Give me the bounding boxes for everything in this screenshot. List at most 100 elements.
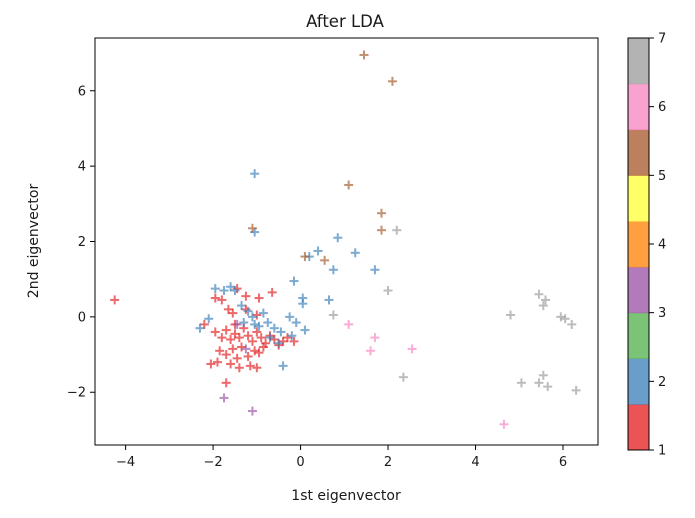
data-point-class-1 xyxy=(258,342,268,352)
data-point-class-7 xyxy=(328,310,338,320)
data-point-class-5 xyxy=(359,50,369,60)
colorbar-segment xyxy=(628,129,649,176)
data-point-class-1 xyxy=(252,310,262,320)
data-point-class-1 xyxy=(282,333,292,343)
data-point-class-2 xyxy=(204,314,214,324)
data-point-class-1 xyxy=(254,348,264,358)
data-point-class-1 xyxy=(228,308,238,318)
data-point-class-2 xyxy=(324,295,334,305)
data-point-class-1 xyxy=(245,361,255,371)
data-point-class-2 xyxy=(250,169,260,179)
data-point-class-2 xyxy=(237,301,247,311)
y-tick-label: 0 xyxy=(78,310,86,325)
data-point-class-2 xyxy=(230,285,240,295)
colorbar-segment xyxy=(628,266,649,314)
data-point-class-3 xyxy=(219,393,229,403)
colorbar-segment xyxy=(628,404,649,451)
y-axis: −2 0 2 4 6 xyxy=(67,84,95,401)
colorbar-segment xyxy=(628,83,649,131)
data-point-class-1 xyxy=(267,287,277,297)
plot-area: −4 −2 0 2 4 6 −2 0 2 4 6 xyxy=(67,37,599,470)
colorbar: 1 2 3 4 5 6 7 xyxy=(627,32,666,459)
data-point-class-7 xyxy=(383,285,393,295)
colorbar-segment xyxy=(628,38,649,85)
data-point-class-3 xyxy=(247,406,257,416)
data-point-class-2 xyxy=(263,318,273,328)
data-point-class-1 xyxy=(217,295,227,305)
colorbar-tick-label: 1 xyxy=(658,444,666,459)
x-tick-label: 4 xyxy=(471,455,479,470)
data-point-class-2 xyxy=(285,312,295,322)
data-point-class-1 xyxy=(226,334,236,344)
x-tick-label: −4 xyxy=(116,455,135,470)
data-point-class-6 xyxy=(344,319,354,329)
data-point-class-2 xyxy=(333,233,343,243)
data-point-class-2 xyxy=(287,331,297,341)
data-point-class-7 xyxy=(567,319,577,329)
data-point-class-1 xyxy=(217,333,227,343)
data-point-class-2 xyxy=(243,306,253,316)
data-point-class-2 xyxy=(328,265,338,275)
data-point-class-7 xyxy=(560,314,570,324)
data-point-class-6 xyxy=(366,346,376,356)
y-axis-label: 2nd eigenvector xyxy=(26,184,42,299)
data-point-class-1 xyxy=(252,363,262,373)
data-point-class-2 xyxy=(250,319,260,329)
data-point-class-2 xyxy=(210,284,220,294)
data-point-class-7 xyxy=(541,295,551,305)
x-axis: −4 −2 0 2 4 6 xyxy=(116,445,567,470)
data-point-class-7 xyxy=(538,301,548,311)
data-point-class-7 xyxy=(571,385,581,395)
colorbar-tick-label: 2 xyxy=(658,375,666,390)
data-point-class-1 xyxy=(221,350,231,360)
data-point-class-1 xyxy=(210,293,220,303)
x-axis-label: 1st eigenvector xyxy=(291,488,401,504)
data-point-class-7 xyxy=(516,378,526,388)
data-point-class-2 xyxy=(278,361,288,371)
data-point-class-1 xyxy=(226,359,236,369)
data-point-class-5 xyxy=(247,223,257,233)
data-point-class-6 xyxy=(499,419,509,429)
data-point-class-5 xyxy=(320,255,330,265)
data-point-class-1 xyxy=(212,357,222,367)
data-point-class-2 xyxy=(291,318,301,328)
data-point-class-5 xyxy=(376,208,386,218)
data-point-class-1 xyxy=(215,346,225,356)
x-tick-label: −2 xyxy=(204,455,223,470)
data-point-class-1 xyxy=(221,325,231,335)
data-point-class-2 xyxy=(300,325,310,335)
data-point-class-1 xyxy=(210,327,220,337)
colorbar-segments xyxy=(628,38,649,451)
data-point-class-7 xyxy=(543,382,553,392)
x-tick-label: 0 xyxy=(296,455,304,470)
chart-title: After LDA xyxy=(306,12,384,31)
colorbar-tick-label: 3 xyxy=(658,306,666,321)
colorbar-tick-label: 5 xyxy=(658,169,666,184)
data-point-class-7 xyxy=(538,370,548,380)
data-point-class-2 xyxy=(239,318,249,328)
data-point-class-5 xyxy=(300,252,310,262)
colorbar-segment xyxy=(628,358,649,405)
data-point-class-2 xyxy=(350,248,360,258)
data-point-class-1 xyxy=(250,346,260,356)
colorbar-segment xyxy=(628,221,649,268)
data-point-class-2 xyxy=(276,327,286,337)
data-point-class-2 xyxy=(219,285,229,295)
y-tick-label: 6 xyxy=(78,84,86,99)
data-point-class-7 xyxy=(392,225,402,235)
data-point-class-2 xyxy=(247,312,257,322)
data-point-class-1 xyxy=(241,291,251,301)
data-point-class-6 xyxy=(407,344,417,354)
colorbar-tick-label: 6 xyxy=(658,100,666,115)
data-point-class-1 xyxy=(234,363,244,373)
x-tick-label: 2 xyxy=(384,455,392,470)
colorbar-segment xyxy=(628,312,649,359)
data-point-class-2 xyxy=(298,293,308,303)
data-point-class-2 xyxy=(289,276,299,286)
data-point-class-1 xyxy=(254,293,264,303)
scatter-points xyxy=(110,50,581,429)
data-point-class-2 xyxy=(195,323,205,333)
data-point-class-1 xyxy=(252,327,262,337)
data-point-class-7 xyxy=(556,312,566,322)
